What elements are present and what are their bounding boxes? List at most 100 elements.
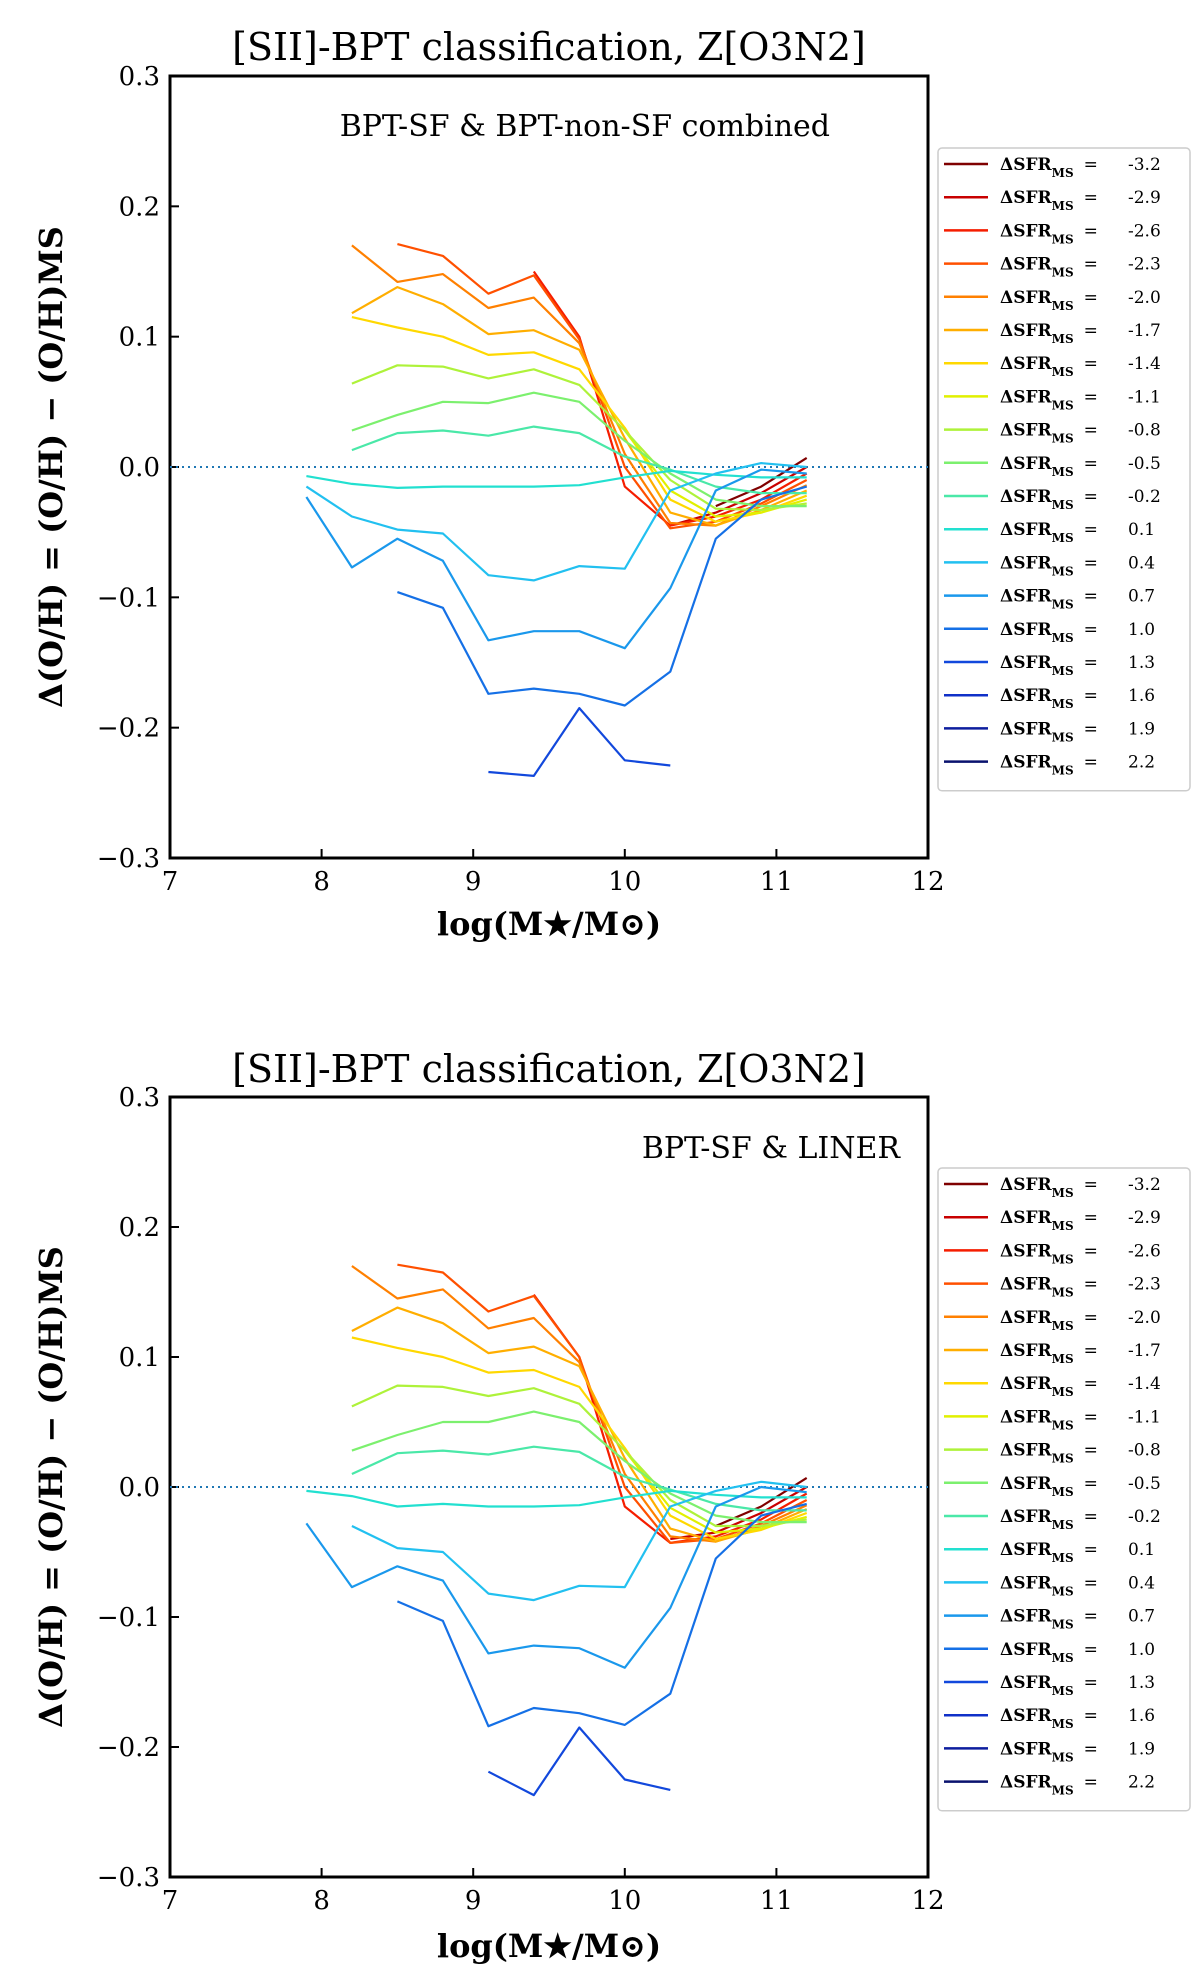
legend-entry-value: -3.2 [1128,155,1161,175]
x-tick-label: 12 [911,1886,944,1916]
series-line--0p5 [351,1410,807,1524]
legend-box [937,147,1191,792]
y-tick-label: 0.2 [119,1213,160,1243]
x-axis-label: log(M★/M⊙) [437,1927,661,1965]
legend-entry-value: -2.3 [1128,1275,1161,1295]
panels: [SII]-BPT classification, Z[O3N2] 7 8 9 10 11… [32,25,1191,1965]
y-tick-label: −0.1 [97,1603,160,1633]
series-line--3p2 [715,1476,808,1528]
legend-entry-value: 1.0 [1128,1640,1155,1660]
series-line--1p4 [351,316,808,523]
series-line--2p3 [397,243,808,530]
legend-entry-value: 1.6 [1128,1706,1155,1726]
legend-entry-value: -2.0 [1128,1308,1161,1328]
y-tick-label: 0.3 [119,62,160,92]
series-line--0p2 [351,425,807,495]
series-line-0p4 [305,462,807,582]
legend-entry-value: -2.6 [1128,221,1161,241]
legend-entry-value: 2.2 [1128,753,1155,773]
legend-entry-value: -0.5 [1128,454,1161,474]
panel-annotation: BPT-SF & LINER [642,1131,902,1166]
y-tick-label: 0.0 [119,453,160,483]
series-line-0p1 [306,469,807,489]
legend-entry-value: -2.9 [1128,188,1161,208]
y-tick-label: 0.3 [119,1083,160,1113]
legend-entry-value: 2.2 [1128,1773,1155,1793]
x-tick-label: 12 [911,867,944,897]
series-line-0p4 [351,1480,807,1602]
series-line--0p8 [351,1384,807,1528]
x-tick-label: 11 [760,867,793,897]
legend-entry-value: 1.3 [1128,653,1155,673]
legend-entry-value: 1.9 [1128,1739,1155,1759]
chart-panel-2: [SII]-BPT classification, Z[O3N2] 7 8 9 10 11… [32,1047,1191,1965]
x-tick-label: 10 [608,1886,641,1916]
legend-entry-value: -1.1 [1128,387,1161,407]
y-tick-label: 0.1 [119,1343,160,1373]
legend-entry-value: 0.4 [1128,553,1155,573]
series-line-1p0 [396,1502,807,1728]
x-tick-label: 11 [760,1886,793,1916]
y-tick-label: 0.2 [119,192,160,222]
y-tick-label: 0.0 [119,1473,160,1503]
y-tick-label: −0.3 [97,1863,160,1893]
legend-entry-value: -1.7 [1128,1341,1161,1361]
legend-entry-value: 0.4 [1128,1573,1155,1593]
series-line--0p8 [351,364,807,512]
legend-entry-value: 0.7 [1128,587,1155,607]
legend-entry-value: -2.9 [1128,1208,1161,1228]
y-axis-label: Δ(O/H) = (O/H) − (O/H)MS [32,1246,70,1728]
x-tick-label: 7 [162,867,179,897]
legend-entry-value: -0.2 [1128,487,1161,507]
series-line-1p3 [488,706,671,778]
legend-entry-value: -1.7 [1128,321,1161,341]
legend-entry-value: 0.7 [1128,1607,1155,1627]
y-tick-label: −0.1 [97,583,160,613]
series-line--1p7 [351,286,808,527]
series-line--0p5 [351,391,807,508]
y-tick-label: −0.2 [97,1733,160,1763]
x-axis-label: log(M★/M⊙) [437,905,661,943]
chart-title: [SII]-BPT classification, Z[O3N2] [232,25,866,69]
legend-entry-value: -0.2 [1128,1507,1161,1527]
legend-entry-value: -2.6 [1128,1241,1161,1261]
y-tick-label: −0.2 [97,714,160,744]
legend-entry-value: -1.4 [1128,354,1161,374]
x-tick-label: 9 [465,867,482,897]
legend-entry-value: 0.1 [1128,520,1155,540]
panel-annotation: BPT-SF & BPT-non-SF combined [340,109,830,144]
series-line--0p2 [351,1445,807,1512]
legend-entry-value: -0.8 [1128,1441,1161,1461]
legend-entry-value: 1.6 [1128,686,1155,706]
series-line--2p6 [532,270,808,527]
legend-entry-value: 1.9 [1128,719,1155,739]
chart-title: [SII]-BPT classification, Z[O3N2] [232,1047,866,1091]
legend-entry-value: -0.5 [1128,1474,1161,1494]
x-tick-label: 9 [465,1886,482,1916]
x-tick-label: 7 [162,1886,179,1916]
x-tick-label: 10 [608,867,641,897]
legend-entry-value: 1.3 [1128,1673,1155,1693]
y-tick-label: −0.3 [97,844,160,874]
legend-box [937,1167,1191,1812]
legend-entry-value: -2.0 [1128,288,1161,308]
series-line--1p4 [351,1336,808,1541]
legend-entry-value: -1.4 [1128,1374,1161,1394]
series-line-0p1 [306,1489,807,1508]
y-tick-label: 0.1 [119,323,160,353]
series-line--3p2 [715,456,808,508]
chart-panel-1: [SII]-BPT classification, Z[O3N2] 7 8 9 10 11… [32,25,1191,943]
legend-entry-value: 1.0 [1128,620,1155,640]
series-line-0p7 [305,1485,807,1669]
legend-entry-value: -0.8 [1128,421,1161,441]
legend-entry-value: -2.3 [1128,255,1161,275]
series-line-1p0 [397,485,808,707]
legend-entry-value: -3.2 [1128,1175,1161,1195]
series-line--1p7 [351,1306,808,1543]
x-tick-label: 8 [313,1886,330,1916]
y-axis-label: Δ(O/H) = (O/H) − (O/H)MS [32,226,70,708]
legend-entry-value: 0.1 [1128,1540,1155,1560]
